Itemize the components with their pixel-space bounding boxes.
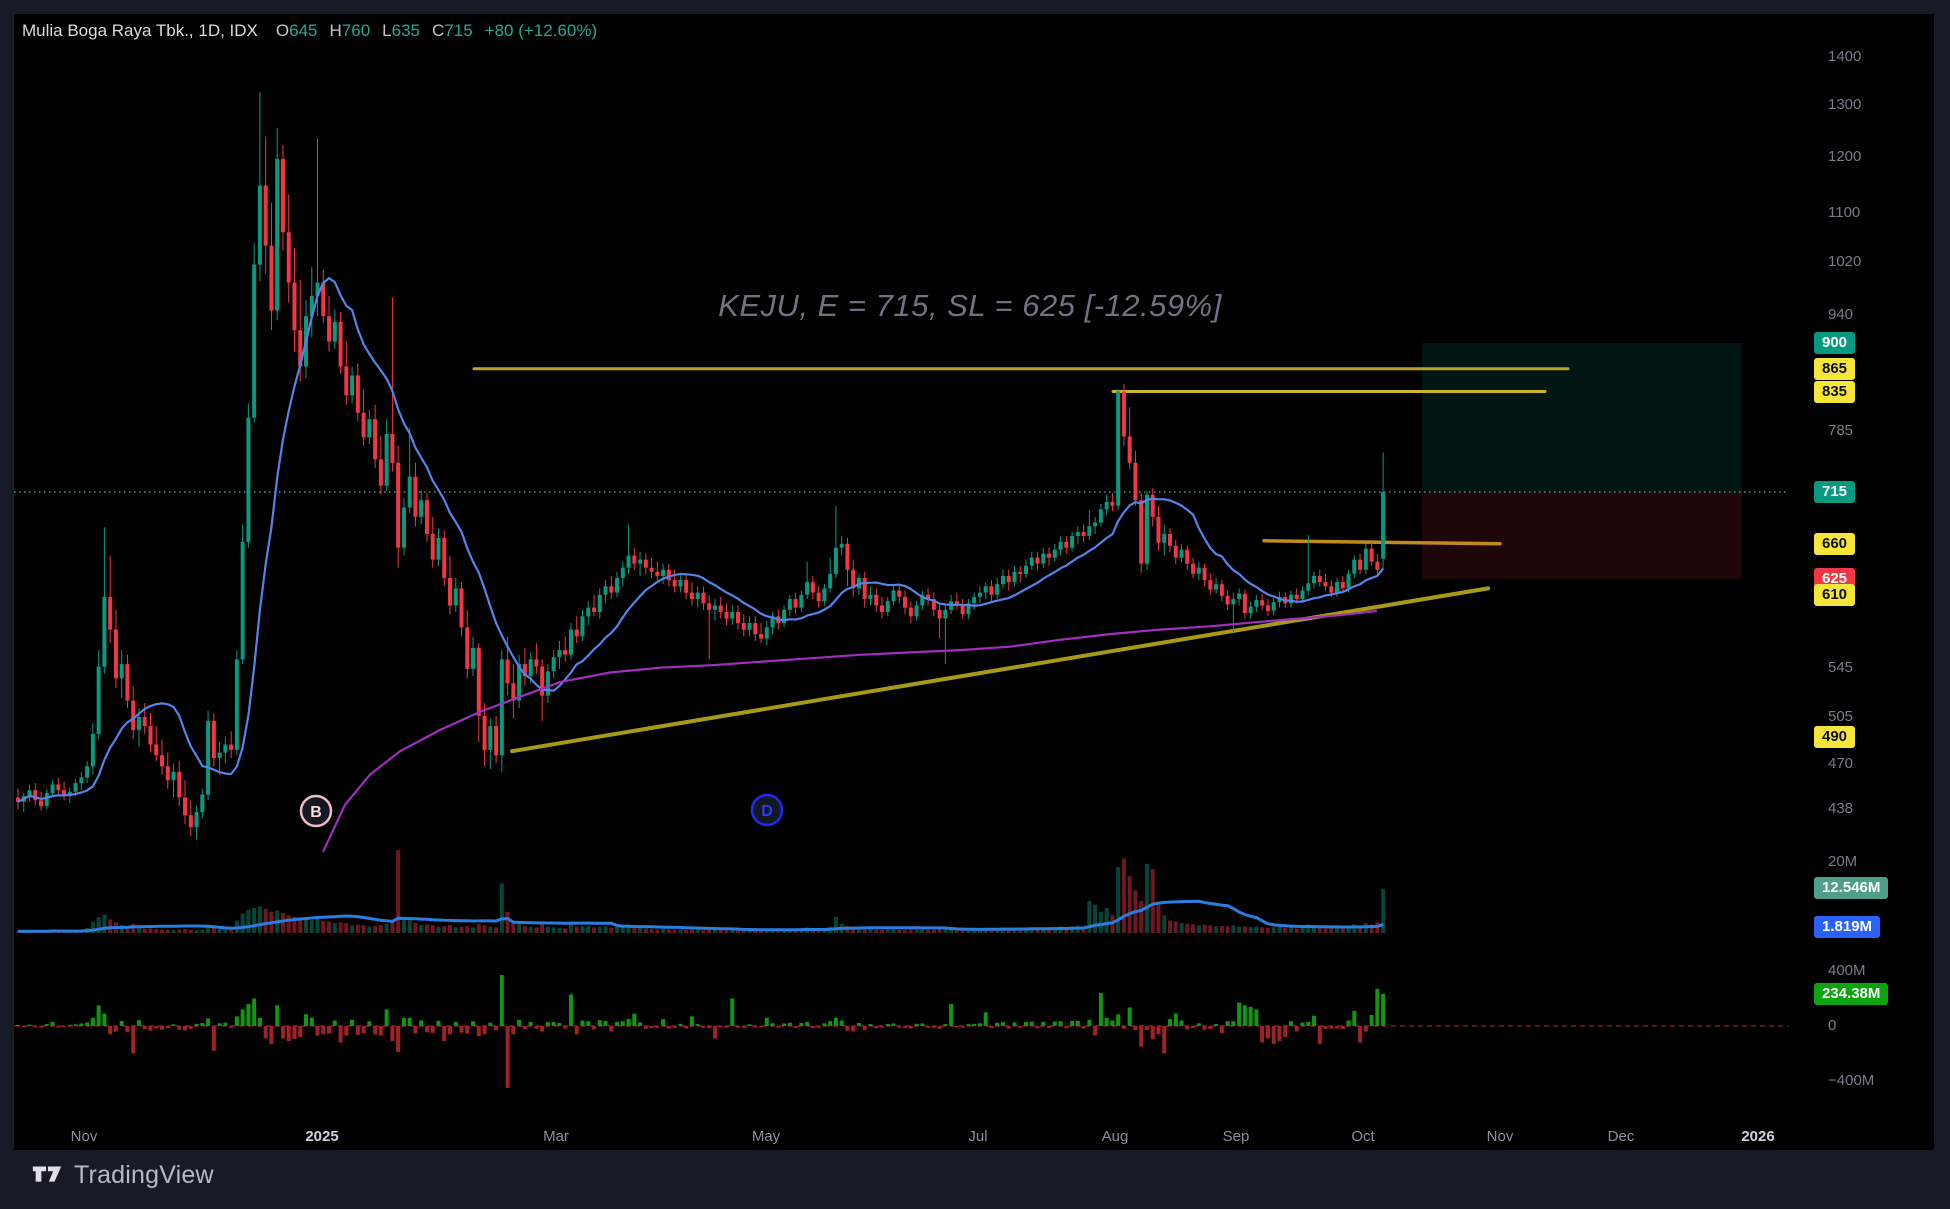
axis-price-badge: 865 (1814, 357, 1856, 380)
volume-ma-line[interactable] (17, 899, 1384, 933)
price-ma-fast-line[interactable] (17, 277, 1384, 803)
axis-tick-label: 20M (1828, 853, 1858, 870)
time-axis-label: Oct (1351, 1128, 1375, 1145)
symbol-legend: Mulia Boga Raya Tbk., 1D, IDX O645 H760 L63… (22, 21, 597, 41)
time-axis-label: Dec (1607, 1128, 1635, 1145)
candle-bodies-layer (16, 158, 1386, 828)
axis-price-badge: 490 (1814, 725, 1856, 748)
time-axis-label: Nov (70, 1128, 98, 1145)
axis-tick-label: 400M (1828, 962, 1866, 979)
ohlc-values: O645 H760 L635 C715 (276, 21, 485, 40)
event-marker-d[interactable]: D (750, 793, 784, 827)
trade-plan-annotation[interactable]: KEJU, E = 715, SL = 625 [-12.59%] (718, 288, 1222, 323)
axis-tick-label: 470 (1828, 754, 1854, 772)
ohlc-item: O645 (275, 21, 318, 40)
axis-tick-label: 1300 (1828, 95, 1862, 113)
axis-price-badge: 1.819M (1814, 915, 1881, 938)
time-axis-label: Mar (543, 1128, 569, 1145)
axis-tick-label: 0 (1828, 1017, 1837, 1034)
axis-tick-label: 1020 (1828, 252, 1862, 270)
symbol-title[interactable]: Mulia Boga Raya Tbk., 1D, IDX (22, 21, 258, 40)
axis-tick-label: −400M (1828, 1072, 1875, 1089)
svg-text:D: D (761, 803, 773, 820)
time-axis-label: Jul (968, 1128, 988, 1145)
axis-price-badge: 835 (1814, 380, 1856, 403)
axis-tick-label: 1100 (1828, 204, 1861, 222)
axis-price-badge: 900 (1814, 332, 1856, 354)
axis-tick-label: 785 (1828, 422, 1854, 440)
time-axis[interactable]: Nov 2025 Mar May Jul Aug Sep Oct Nov Dec 2026 (0, 1126, 1950, 1150)
tradingview-logo[interactable]: TradingView (30, 1158, 214, 1192)
ohlc-item: L635 (382, 21, 421, 40)
volume-bars-layer (16, 849, 1386, 934)
axis-tick-label: 438 (1828, 800, 1854, 818)
change-value: +80 (+12.60%) (484, 21, 598, 40)
time-axis-label: Nov (1486, 1128, 1514, 1145)
axis-price-badge: 12.546M (1814, 877, 1889, 900)
axis-tick-label: 505 (1828, 708, 1854, 726)
ohlc-item: C715 (432, 21, 473, 40)
chart-canvas-rect (14, 14, 1934, 1150)
ohlc-item: H760 (329, 21, 371, 40)
time-axis-label: 2025 (305, 1128, 339, 1145)
axis-tick-label: 545 (1828, 658, 1854, 676)
axis-tick-label: 1400 (1828, 48, 1862, 65)
time-axis-label: May (751, 1128, 781, 1145)
axis-price-badge: 234.38M (1814, 982, 1889, 1005)
axis-tick-label: 940 (1828, 305, 1854, 323)
time-axis-label: Sep (1222, 1128, 1250, 1145)
time-axis-label: 2026 (1741, 1128, 1775, 1145)
tradingview-logo-icon (32, 1166, 62, 1182)
tradingview-logo-text: TradingView (74, 1160, 214, 1189)
time-axis-label: Aug (1101, 1128, 1129, 1145)
axis-tick-label: 1200 (1828, 147, 1862, 165)
svg-text:B: B (310, 804, 322, 821)
price-ma-long-line[interactable] (322, 609, 1378, 853)
event-marker-b[interactable]: B (299, 794, 333, 828)
price-axis[interactable]: 1400 1300 1200 1100 1020 940 785 545 505 470 438 90… (1790, 14, 1940, 1150)
axis-price-badge: 660 (1814, 532, 1856, 555)
axis-price-badge: 610 (1814, 583, 1856, 606)
axis-price-badge: 715 (1814, 480, 1856, 503)
net-flow-bars-layer (16, 975, 1386, 1088)
